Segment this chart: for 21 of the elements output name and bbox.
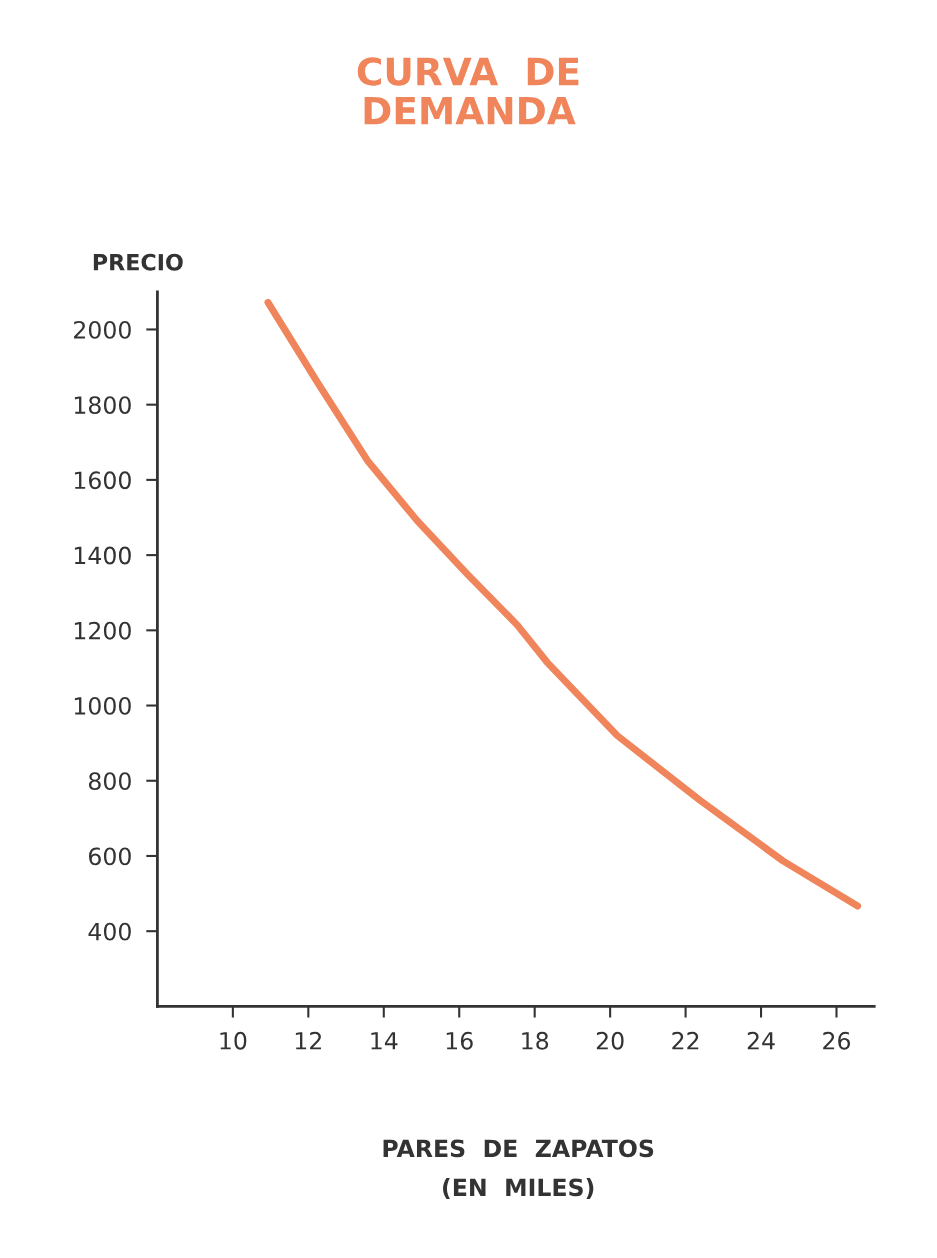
x-tick-label: 14 — [371, 1032, 398, 1050]
x-tick-label: 26 — [823, 1031, 851, 1050]
y-axis-title: PRECIO — [93, 253, 183, 271]
x-axis-title: PARES DE ZAPATOS (EN MILES) — [383, 1139, 654, 1200]
x-tick-label: 16 — [446, 1031, 473, 1050]
x-tick-label: 12 — [295, 1031, 321, 1050]
y-tick-label: 1200 — [74, 621, 131, 640]
y-tick-label: 1000 — [74, 696, 131, 715]
x-tick-label: 18 — [522, 1031, 549, 1050]
x-tick-label: 22 — [672, 1031, 699, 1050]
y-tick-label: 400 — [88, 922, 131, 941]
x-tick-label: 10 — [220, 1031, 247, 1050]
y-tick-label: 2000 — [74, 320, 131, 339]
x-tick-label: 20 — [596, 1031, 624, 1050]
y-tick-label: 600 — [89, 847, 131, 866]
x-tick-label: 24 — [747, 1031, 775, 1050]
chart-title: CURVA DE DEMANDA — [357, 57, 579, 125]
y-tick-label: 1800 — [74, 396, 131, 414]
y-tick-label: 1600 — [74, 471, 131, 490]
y-tick-label: 800 — [88, 772, 131, 791]
y-tick-label: 1400 — [74, 546, 131, 565]
